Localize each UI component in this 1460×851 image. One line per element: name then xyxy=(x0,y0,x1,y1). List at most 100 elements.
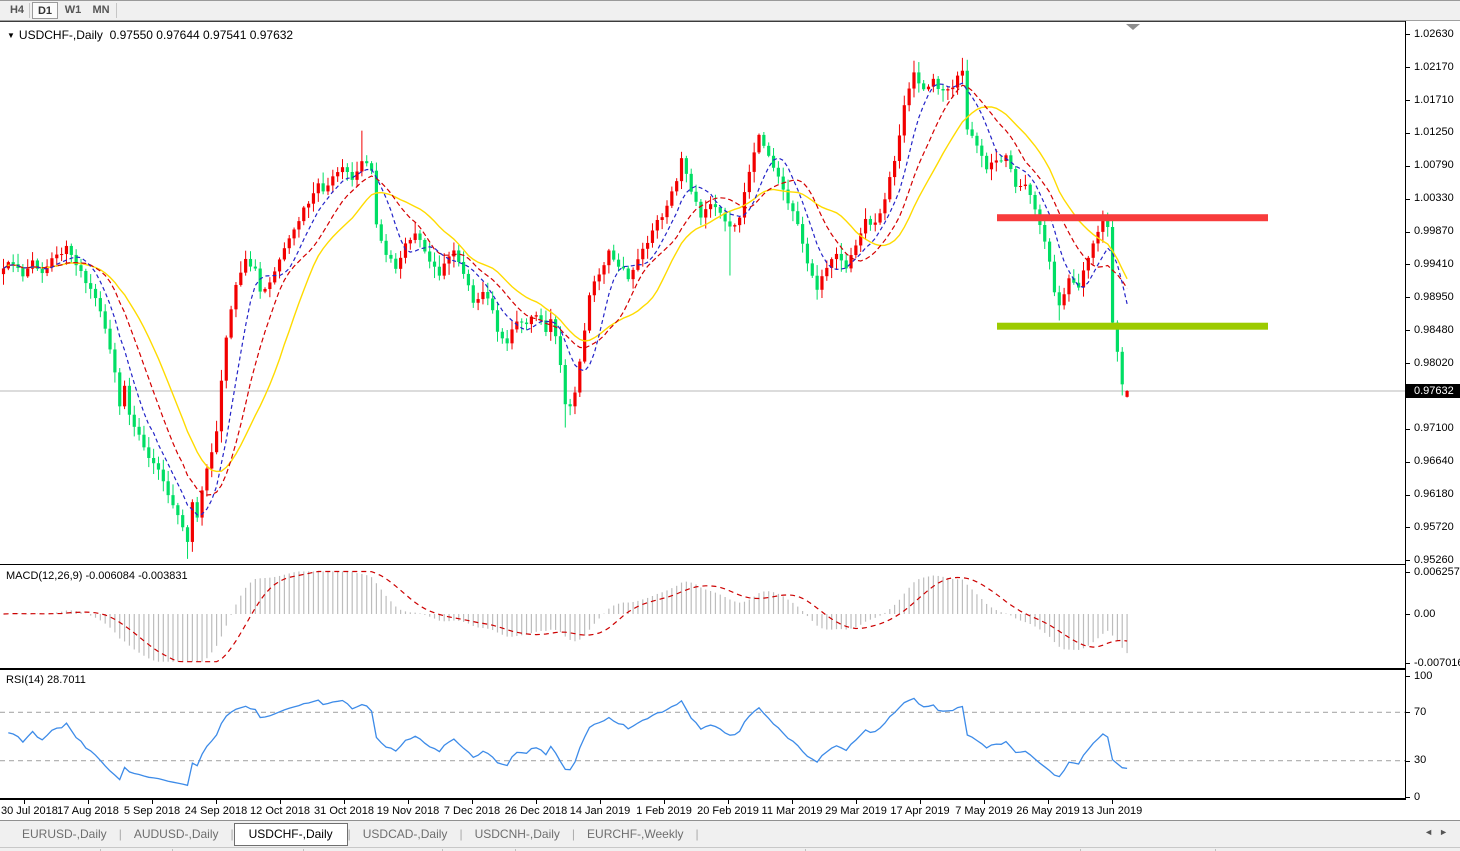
candle-body xyxy=(331,176,335,186)
candle-body xyxy=(675,181,679,192)
price-axis-tick xyxy=(1406,494,1410,496)
candle-body xyxy=(21,268,25,277)
candle-body xyxy=(26,268,30,277)
support-line[interactable] xyxy=(997,322,1268,330)
macd-plot xyxy=(3,570,1128,663)
price-axis-tick xyxy=(1406,34,1410,36)
candle-body xyxy=(520,321,524,323)
timeframe-button-h4[interactable]: H4 xyxy=(9,4,25,16)
date-axis[interactable]: 30 Jul 2018 17 Aug 2018 5 Sep 2018 24 Sep 2… xyxy=(0,800,1460,820)
candle-body xyxy=(1091,243,1095,258)
tab-eurchf[interactable]: EURCHF-,Weekly xyxy=(587,827,684,841)
candle-body xyxy=(89,283,93,289)
price-axis-label: 0.98480 xyxy=(1414,323,1454,336)
rsi-axis-tick xyxy=(1406,797,1410,798)
tab-audusd[interactable]: AUDUSD-,Daily xyxy=(133,827,219,841)
candle-body xyxy=(592,281,596,296)
candle-body xyxy=(994,160,998,163)
price-axis-tick xyxy=(1406,67,1410,69)
candle-body xyxy=(360,161,364,172)
candle-body xyxy=(907,88,911,106)
candle-body xyxy=(108,328,112,350)
candle-body xyxy=(74,254,78,266)
tab-eurusd[interactable]: EURUSD-,Daily xyxy=(22,827,107,841)
date-tick xyxy=(408,800,409,804)
price-axis-label: 1.00330 xyxy=(1414,192,1454,205)
candle-body xyxy=(137,426,141,435)
candle-body xyxy=(403,243,408,258)
timeframe-button-mn[interactable]: MN xyxy=(92,4,110,16)
main-chart-panel[interactable]: ▼ USDCHF-,Daily 0.97550 0.97644 0.97541 0… xyxy=(0,21,1405,565)
status-divider xyxy=(1080,849,1081,851)
candle-body xyxy=(718,207,722,213)
candle-body xyxy=(776,167,780,177)
candle-body xyxy=(583,330,587,362)
candle-body xyxy=(922,83,926,90)
rsi-panel[interactable]: RSI(14) 28.7011 xyxy=(0,670,1405,800)
timeframe-button-w1[interactable]: W1 xyxy=(64,4,82,16)
price-axis[interactable]: 1.02630 1.02170 1.01710 1.01250 1.00790 1.003… xyxy=(1405,21,1460,803)
status-divider xyxy=(100,849,101,851)
toolbar-separator xyxy=(29,3,30,18)
date-tick xyxy=(472,800,473,804)
candle-body xyxy=(239,272,243,285)
candle-body xyxy=(156,463,161,470)
macd-panel[interactable]: MACD(12,26,9) -0.006084 -0.003831 xyxy=(0,566,1405,670)
candle-body xyxy=(873,222,877,225)
price-axis-label: 0.95260 xyxy=(1414,553,1454,566)
price-axis-tick xyxy=(1406,100,1410,102)
price-axis-label: 1.00790 xyxy=(1414,159,1454,172)
candle-body xyxy=(302,207,306,222)
candle-body xyxy=(152,457,156,464)
candle-body xyxy=(597,274,601,282)
candlestick-chart[interactable] xyxy=(0,22,1405,565)
date-tick xyxy=(152,800,153,804)
candle-body xyxy=(902,105,906,136)
candle-body xyxy=(476,299,480,303)
shift-marker-icon[interactable] xyxy=(1126,24,1140,30)
date-tick xyxy=(664,800,665,804)
timeframe-button-d1[interactable]: D1 xyxy=(32,2,58,19)
candle-body xyxy=(689,173,693,192)
candle-body xyxy=(951,87,955,90)
price-axis-label: 0.96640 xyxy=(1414,455,1454,468)
candle-body xyxy=(50,258,54,267)
tab-scroll-right-icon[interactable]: ► xyxy=(1439,827,1454,837)
macd-axis-tick xyxy=(1406,572,1410,573)
price-axis-tick xyxy=(1406,330,1410,332)
candle-body xyxy=(60,254,64,256)
tab-usdcad[interactable]: USDCAD-,Daily xyxy=(362,827,448,841)
macd-label: MACD(12,26,9) -0.006084 -0.003831 xyxy=(6,570,188,582)
date-label: 14 Jan 2019 xyxy=(569,805,631,817)
date-tick xyxy=(344,800,345,804)
chart-dropdown-icon[interactable]: ▼ xyxy=(7,31,15,40)
tab-usdcnh[interactable]: USDCNH-,Daily xyxy=(474,827,560,841)
candle-body xyxy=(93,288,98,299)
candle-body xyxy=(825,267,829,277)
rsi-axis-label: 30 xyxy=(1414,754,1427,767)
candle-body xyxy=(985,155,989,170)
candle-body xyxy=(316,183,320,194)
candle-body xyxy=(374,170,379,225)
rsi-axis-label: 100 xyxy=(1414,669,1433,682)
resistance-line[interactable] xyxy=(997,214,1268,222)
candle-body xyxy=(989,162,994,170)
candle-body xyxy=(980,145,984,156)
candle-body xyxy=(839,253,843,261)
price-axis-label: 0.96180 xyxy=(1414,488,1454,501)
price-axis-tick xyxy=(1406,132,1410,134)
date-label: 17 Apr 2019 xyxy=(890,805,950,817)
date-tick xyxy=(984,800,985,804)
candle-body xyxy=(394,258,398,269)
tab-scroll-arrows[interactable]: ◄► xyxy=(1424,827,1454,837)
status-divider xyxy=(442,849,443,851)
candle-body xyxy=(326,185,330,192)
toolbar-separator xyxy=(116,3,117,18)
candle-body xyxy=(292,229,296,239)
date-tick xyxy=(536,800,537,804)
tab-usdchf[interactable]: USDCHF-,Daily xyxy=(233,822,348,846)
candle-body xyxy=(1043,224,1047,242)
candle-body xyxy=(965,70,969,130)
candle-body xyxy=(757,134,761,153)
tab-scroll-left-icon[interactable]: ◄ xyxy=(1424,827,1440,837)
